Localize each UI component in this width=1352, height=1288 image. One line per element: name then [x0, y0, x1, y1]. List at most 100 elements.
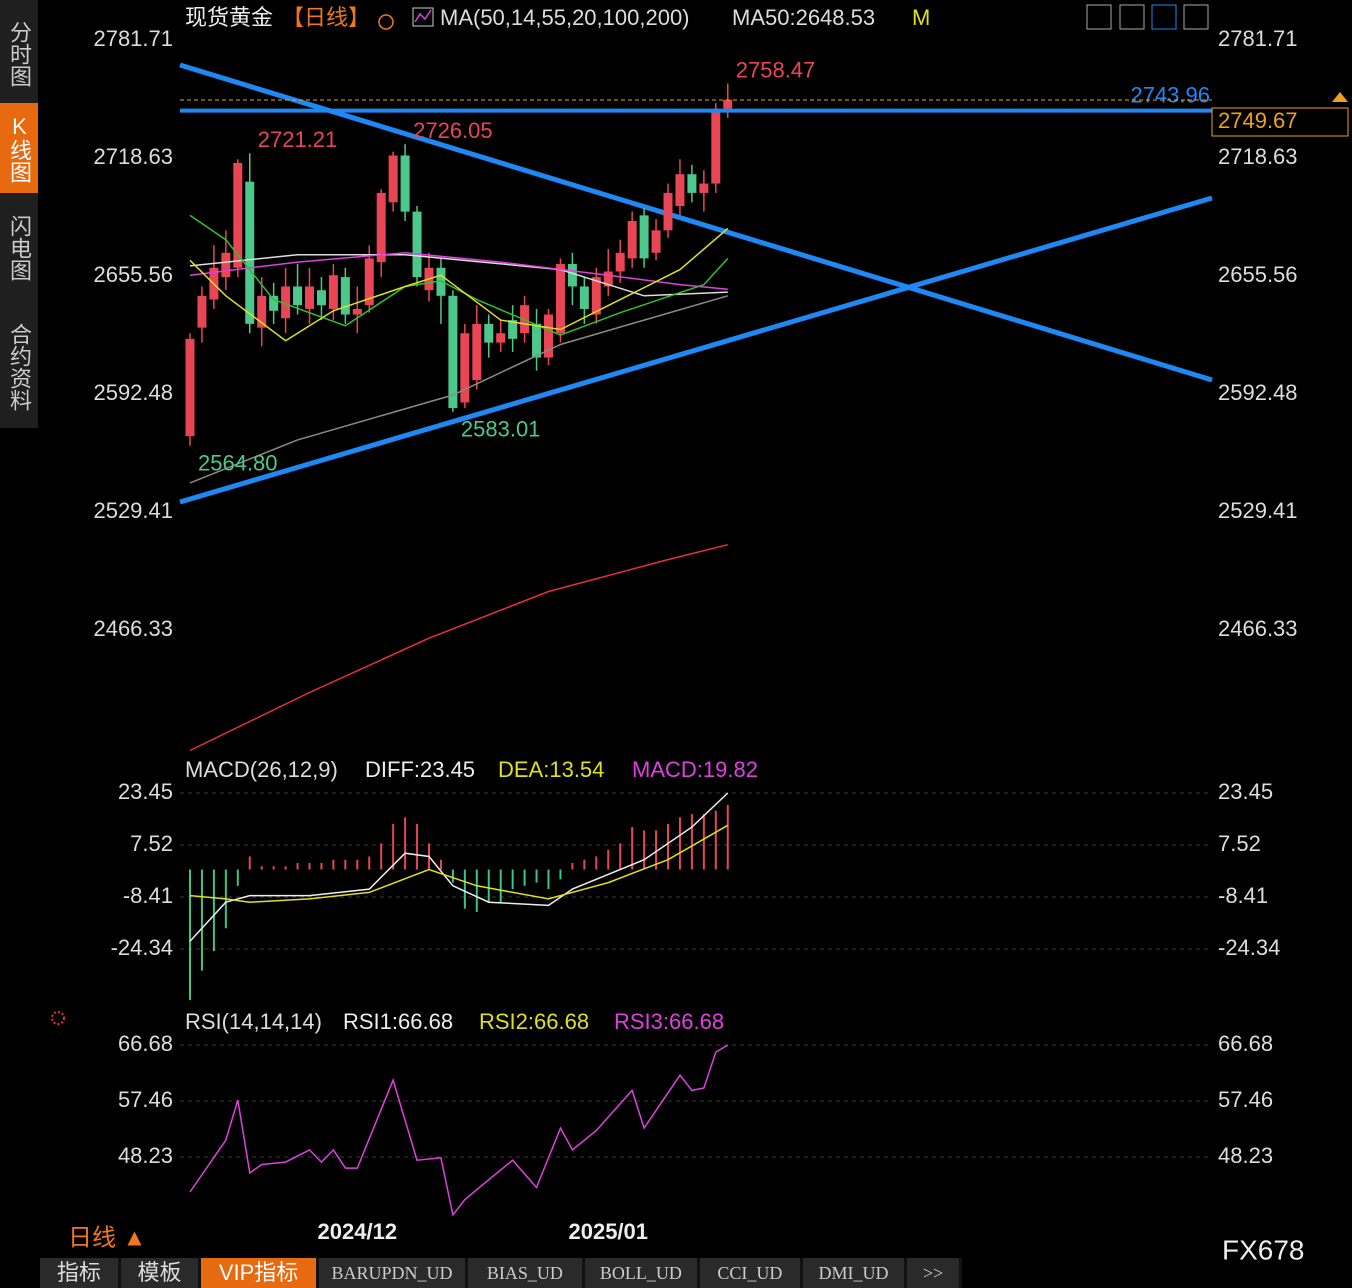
candle-body: [687, 174, 697, 193]
candle-body: [436, 267, 446, 296]
hline-label: 2743.96: [1130, 82, 1210, 107]
brand: FX678: [1222, 1234, 1305, 1265]
price-annotation: 2726.05: [413, 118, 493, 143]
y-tick-label: -8.41: [123, 883, 173, 908]
tab-contract[interactable]: 合约资料: [7, 323, 32, 411]
tool-btn[interactable]: [1119, 4, 1145, 30]
y-tick-label: 2718.63: [1218, 144, 1298, 169]
tool-btn[interactable]: [1151, 4, 1177, 30]
candle-body: [185, 338, 195, 437]
price-annotation: 2583.01: [461, 417, 541, 442]
y-tick-label: 48.23: [118, 1143, 173, 1168]
tool-btn[interactable]: [1086, 4, 1112, 30]
tab-fenshi[interactable]: 分时图: [7, 21, 32, 87]
tab[interactable]: CCI_UD: [700, 1258, 800, 1288]
tab[interactable]: BIAS_UD: [468, 1258, 582, 1288]
tool-btn[interactable]: [1183, 4, 1209, 30]
y-tick-label: 2655.56: [1218, 262, 1298, 287]
tab-bar: 指标 模板 VIP指标 BARUPDN_UD BIAS_UD BOLL_UD CCI_UD D…: [40, 1258, 962, 1288]
last-price-arrow: [1332, 92, 1348, 102]
candle-body: [579, 286, 589, 309]
candle-body: [603, 271, 613, 287]
candle-body: [591, 277, 601, 315]
y-tick-label: 7.52: [130, 831, 173, 856]
tab[interactable]: VIP指标: [201, 1258, 316, 1288]
candle-body: [532, 323, 542, 358]
icon[interactable]: [378, 14, 394, 30]
candle-body: [484, 323, 494, 343]
tab-kline[interactable]: K线图: [0, 103, 38, 193]
trendline: [179, 62, 1213, 383]
tab[interactable]: 指标: [40, 1258, 118, 1288]
candle-body: [340, 277, 350, 315]
candle-body: [245, 181, 255, 324]
y-tick-label: 57.46: [118, 1087, 173, 1112]
candle-body: [197, 295, 207, 328]
candle-body: [293, 286, 303, 306]
legend-label: RSI3:66.68: [614, 1009, 724, 1034]
candle-body: [281, 286, 291, 319]
candle-body: [400, 155, 410, 212]
candle-body: [412, 211, 422, 278]
candle-body: [257, 295, 267, 328]
line: [189, 295, 729, 484]
tab[interactable]: BARUPDN_UD: [318, 1258, 466, 1288]
line: [189, 824, 729, 903]
y-tick-label: 2781.71: [1218, 26, 1298, 51]
candle-body: [460, 333, 470, 403]
candle-body: [376, 192, 386, 263]
y-tick-label: 2529.41: [1218, 498, 1298, 523]
legend-label: DIFF:23.45: [365, 757, 475, 782]
header-period[interactable]: 【日线】: [282, 5, 370, 30]
x-tick-label: 2025/01: [568, 1219, 648, 1244]
ma-menu[interactable]: M: [912, 5, 930, 30]
candle-body: [269, 295, 279, 311]
candle-body: [388, 155, 398, 203]
candle-body: [627, 220, 637, 259]
last-price-box: [1211, 107, 1349, 137]
y-tick-label: 7.52: [1218, 831, 1261, 856]
icon[interactable]: [412, 7, 434, 27]
x-tick-label: 2024/12: [318, 1219, 398, 1244]
candle-body: [496, 333, 506, 343]
candle-body: [555, 264, 565, 334]
candle-body: [364, 258, 374, 306]
candle-body: [663, 192, 673, 231]
candle-body: [651, 230, 661, 253]
tab-flash[interactable]: 闪电图: [7, 215, 32, 281]
candle-body: [723, 99, 733, 109]
last-price-label: 2749.67: [1218, 108, 1298, 133]
legend-label: MACD(26,12,9): [185, 757, 338, 782]
y-tick-label: 2718.63: [93, 144, 173, 169]
icon[interactable]: [51, 1011, 65, 1025]
tab[interactable]: >>: [907, 1258, 960, 1288]
y-tick-label: 23.45: [118, 779, 173, 804]
y-tick-label: 23.45: [1218, 779, 1273, 804]
period-switch[interactable]: 日线 ▲: [68, 1224, 146, 1251]
candle-body: [472, 323, 482, 381]
line: [189, 227, 729, 342]
y-tick-label: 48.23: [1218, 1143, 1273, 1168]
y-tick-label: 57.46: [1218, 1087, 1273, 1112]
toolbar: [1086, 4, 1209, 30]
y-tick-label: 2466.33: [93, 616, 173, 641]
candle-body: [675, 174, 685, 207]
price-annotation: 2721.21: [258, 127, 338, 152]
legend-label: RSI2:66.68: [479, 1009, 589, 1034]
trendlines: [179, 62, 1213, 505]
candle-body: [448, 295, 458, 409]
tab[interactable]: 模板: [120, 1258, 199, 1288]
candle-body: [233, 162, 243, 268]
y-tick-label: 66.68: [1218, 1031, 1273, 1056]
legend-label: DEA:13.54: [498, 757, 604, 782]
header-title: 现货黄金: [185, 5, 273, 30]
candle-body: [316, 290, 326, 306]
tab[interactable]: DMI_UD: [802, 1258, 905, 1288]
tab[interactable]: BOLL_UD: [584, 1258, 698, 1288]
sidebar: 分时图 K线图 闪电图 合约资料: [0, 0, 38, 428]
candle-body: [544, 314, 553, 358]
y-tick-label: 2592.48: [1218, 380, 1298, 405]
line: [189, 543, 728, 752]
